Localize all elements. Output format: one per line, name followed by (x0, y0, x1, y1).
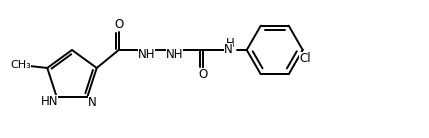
Text: CH₃: CH₃ (10, 60, 30, 70)
Text: N: N (88, 95, 97, 108)
Text: N: N (224, 43, 233, 56)
Text: O: O (114, 18, 124, 31)
Text: NH: NH (138, 48, 155, 61)
Text: H: H (227, 37, 235, 51)
Text: NH: NH (166, 48, 184, 61)
Text: HN: HN (41, 95, 58, 108)
Text: Cl: Cl (299, 52, 311, 65)
Text: O: O (198, 68, 207, 81)
